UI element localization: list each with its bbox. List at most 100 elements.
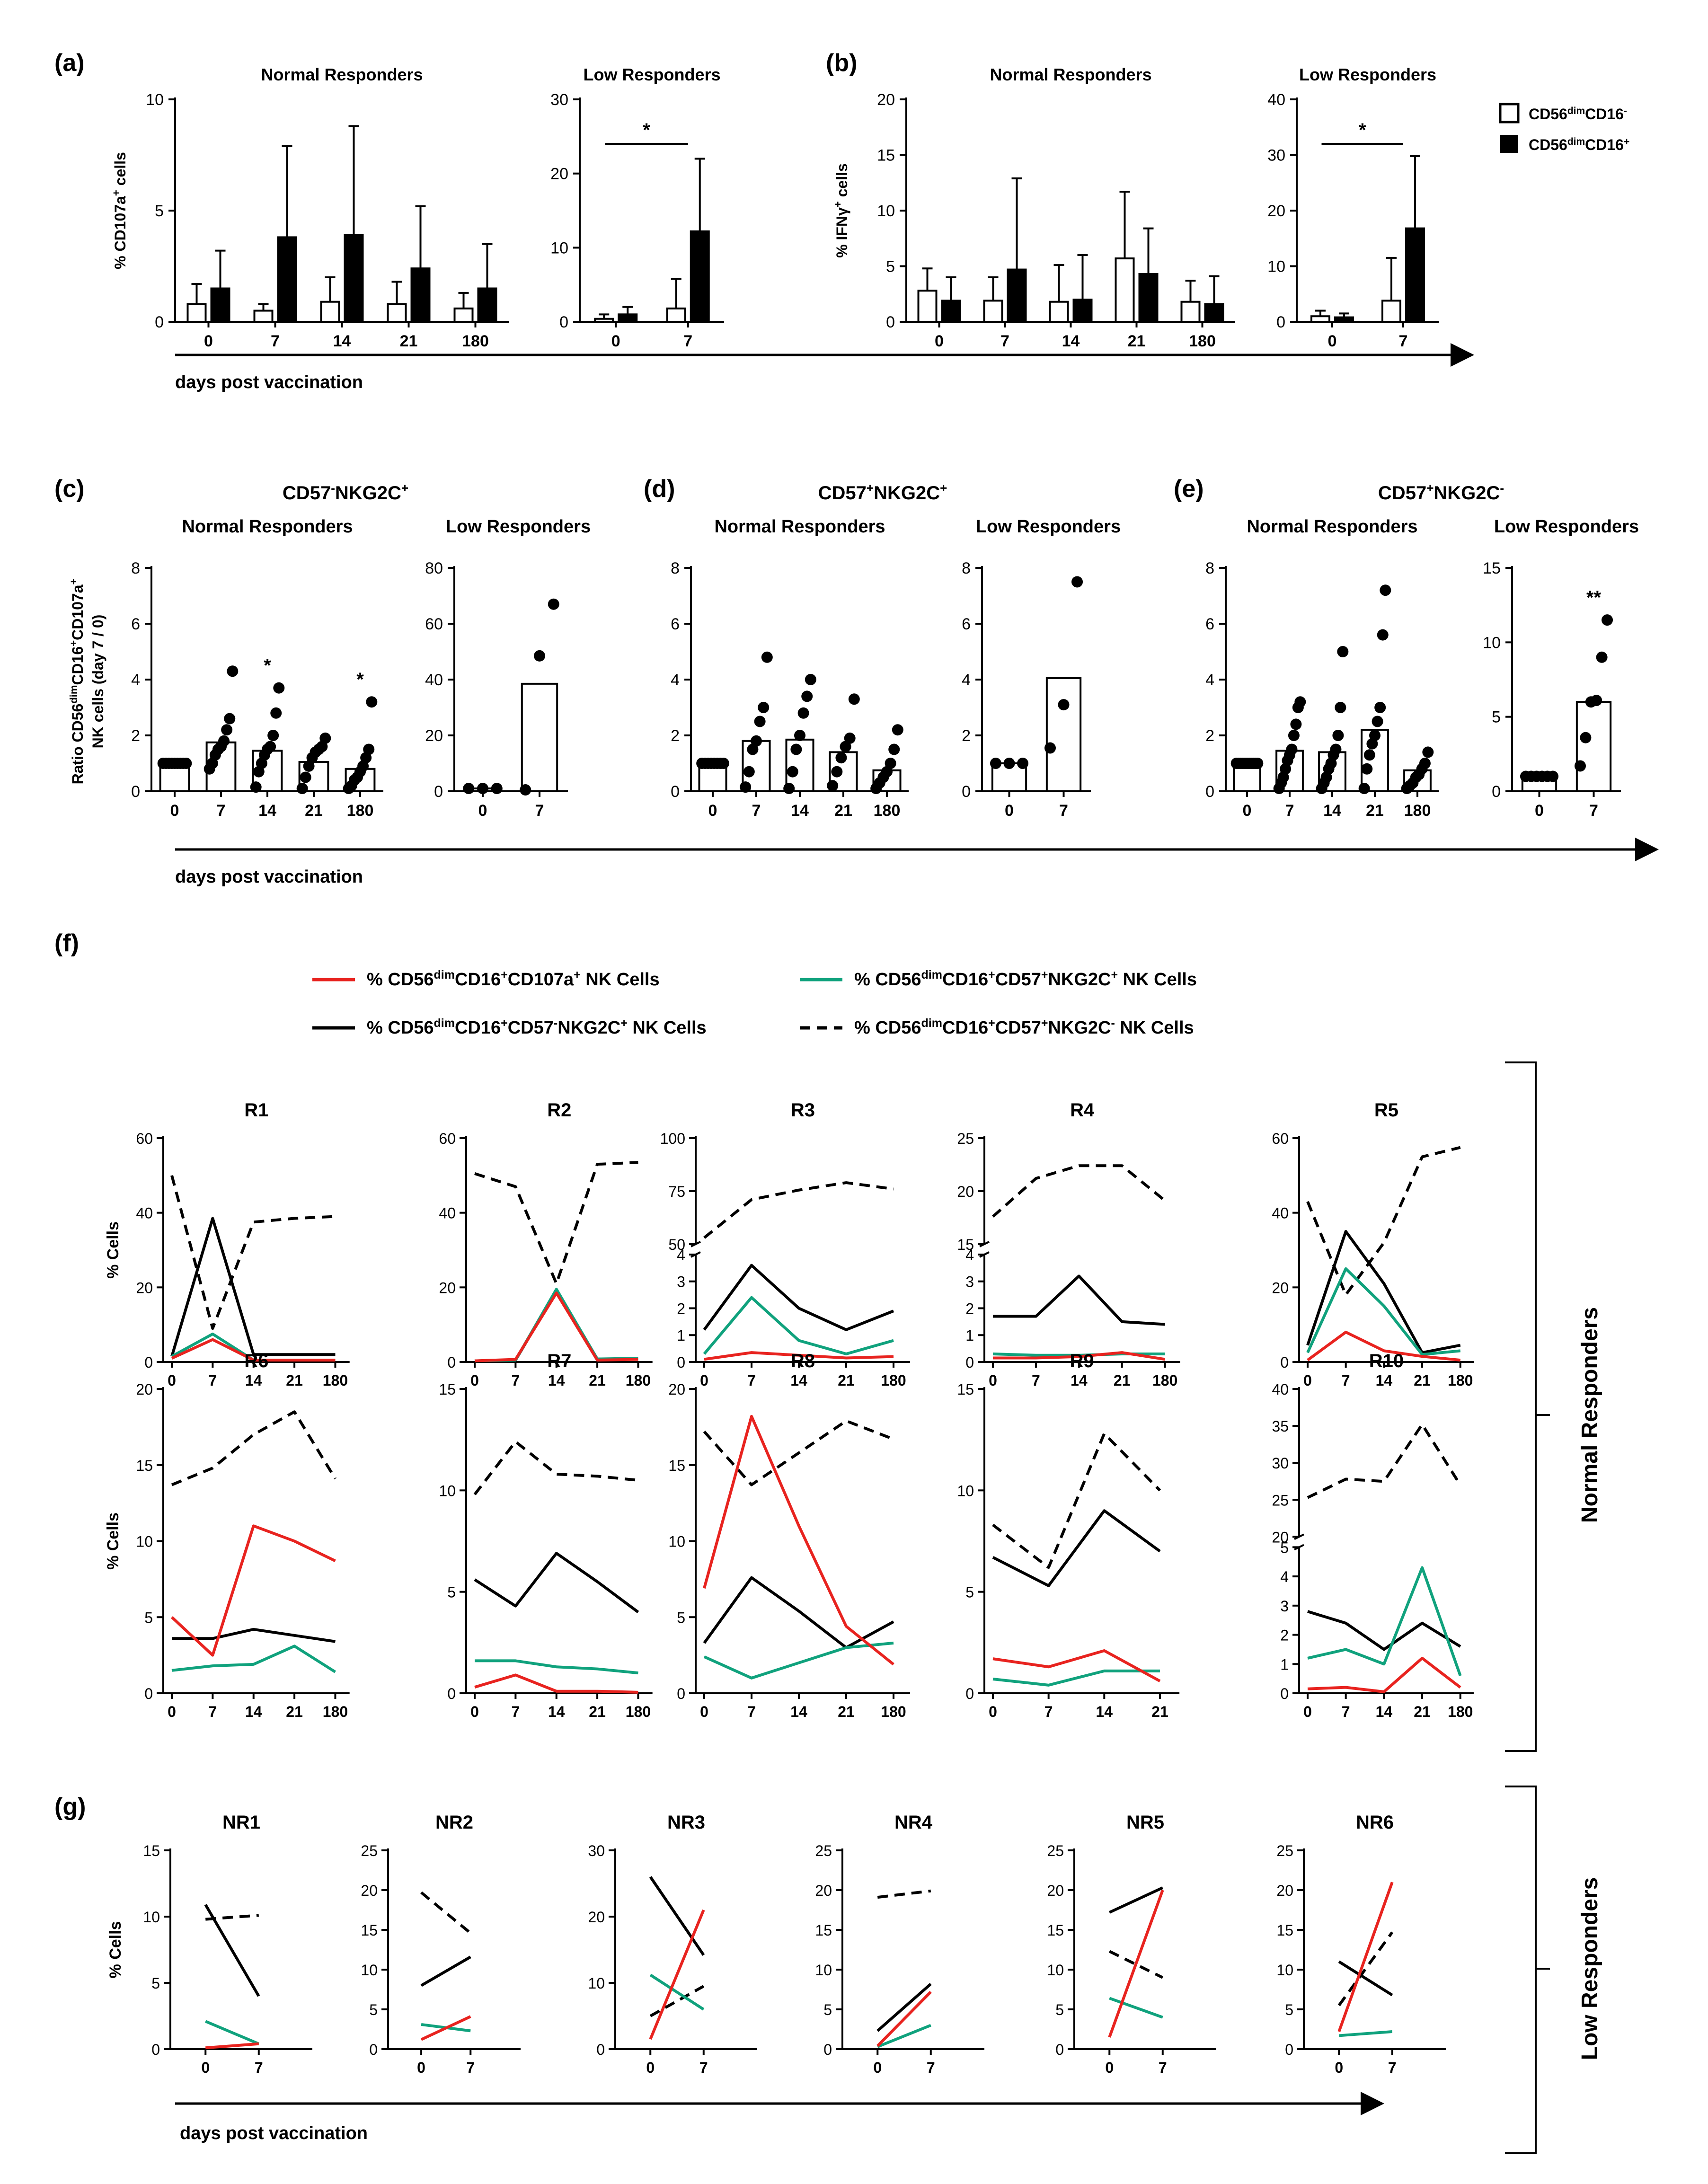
y-tick-label: 10 xyxy=(439,1482,456,1499)
y-tick-label: 20 xyxy=(1272,1279,1289,1296)
y-tick-label: 10 xyxy=(1483,634,1501,652)
x-tick-label: 0 xyxy=(1535,802,1544,820)
x-tick-label: 7 xyxy=(271,332,280,350)
series-line-dashed xyxy=(877,1889,931,1899)
x-tick-label: 21 xyxy=(1151,1703,1168,1720)
x-tick-label: 0 xyxy=(470,1372,479,1389)
data-point xyxy=(1017,758,1029,769)
legend-label-cd57pos-nkg2cneg: % CD56dimCD16+CD57+NKG2C- NK Cells xyxy=(854,1017,1194,1038)
data-point xyxy=(827,780,839,792)
x-tick-label: 14 xyxy=(333,332,351,350)
chart-R9: 0 5 10 15 0 7 14 21 R9 xyxy=(957,1351,1180,1720)
y-tick-label: 5 xyxy=(151,1975,160,1992)
series-line-red xyxy=(170,1524,336,1657)
data-point xyxy=(273,682,285,694)
significance-star: ** xyxy=(1586,587,1602,608)
chart-d-normal: 0 2 4 6 8 0 7 14 21 180 xyxy=(671,559,909,820)
y-tick-label: 6 xyxy=(671,615,680,633)
series-line-dashed xyxy=(1307,1423,1462,1499)
legend-label-cd16pos: CD56dimCD16+ xyxy=(1529,136,1629,154)
y-tick-label: 10 xyxy=(1047,1962,1064,1979)
y-tick-label: 0 xyxy=(962,783,971,801)
legend-f: % CD56dimCD16+CD107a+ NK Cells % CD56dim… xyxy=(312,968,1197,1038)
data-point xyxy=(1602,614,1613,626)
x-tick-label: 7 xyxy=(683,332,692,350)
data-point xyxy=(1372,716,1383,727)
series-line-black xyxy=(993,1274,1165,1326)
y-tick-label: 40 xyxy=(1267,91,1285,109)
chart-title: NR6 xyxy=(1356,1812,1394,1833)
y-tick-label: 8 xyxy=(671,559,680,577)
y-tick-label: 0 xyxy=(155,313,164,331)
label-low-responders-side: Low Responders xyxy=(1577,1877,1602,2060)
subtitle-e-normal: Normal Responders xyxy=(1247,517,1417,537)
panel-label-a: (a) xyxy=(54,49,85,77)
x-tick-label: 180 xyxy=(323,1372,348,1389)
data-point xyxy=(520,784,531,796)
data-point xyxy=(1596,651,1608,663)
y-tick-label: 100 xyxy=(660,1130,685,1147)
y-tick-label: 0 xyxy=(1280,1354,1289,1371)
data-point xyxy=(1286,743,1298,755)
xlabel-cde: days post vaccination xyxy=(175,867,363,887)
x-tick-label: 180 xyxy=(323,1703,348,1720)
y-tick-label: 25 xyxy=(1276,1842,1293,1859)
significance-star: * xyxy=(356,669,364,690)
y-tick-label: 15 xyxy=(1276,1922,1293,1939)
chart-R8: 0 5 10 15 20 0 7 14 21 180 R8 xyxy=(668,1351,910,1720)
subtitle-c-low: Low Responders xyxy=(446,517,591,537)
x-tick-label: 21 xyxy=(1366,802,1384,820)
y-tick-label: 25 xyxy=(815,1842,832,1859)
chart-R5: 0 20 40 60 0 7 14 21 180 R5 xyxy=(1272,1100,1474,1389)
x-tick-label: 0 xyxy=(1335,2059,1343,2076)
x-tick-label: 0 xyxy=(1005,802,1014,820)
y-tick-label: 1 xyxy=(1280,1656,1289,1673)
y-tick-label: 6 xyxy=(962,615,971,633)
x-tick-label: 21 xyxy=(1414,1703,1431,1720)
chart-title: R5 xyxy=(1374,1100,1398,1121)
panel-label-d: (d) xyxy=(644,475,675,503)
y-tick-label: 5 xyxy=(369,2001,378,2018)
series-line-red xyxy=(474,1291,638,1362)
x-tick-label: 14 xyxy=(245,1372,262,1389)
data-point xyxy=(787,766,798,778)
series-line-green xyxy=(475,1659,638,1675)
bar-cd16neg xyxy=(1049,301,1069,323)
data-point xyxy=(224,713,236,725)
x-tick-label: 0 xyxy=(646,2059,655,2076)
x-tick-label: 14 xyxy=(1376,1703,1393,1720)
y-tick-label: 0 xyxy=(131,783,140,801)
x-tick-label: 0 xyxy=(478,802,487,820)
y-tick-label: 40 xyxy=(1272,1205,1289,1222)
y-tick-label: 15 xyxy=(668,1457,685,1474)
x-tick-label: 0 xyxy=(168,1703,176,1720)
data-point xyxy=(1288,730,1300,741)
y-tick-label: 75 xyxy=(668,1183,685,1200)
series-line-dashed xyxy=(703,1419,894,1486)
y-tick-label: 2 xyxy=(131,727,140,745)
data-point xyxy=(751,735,762,747)
chart-title: NR5 xyxy=(1126,1812,1164,1833)
x-tick-label: 7 xyxy=(1388,2059,1397,2076)
data-point xyxy=(1294,696,1306,708)
data-point xyxy=(218,735,230,747)
x-tick-label: 7 xyxy=(1342,1372,1350,1389)
bar xyxy=(1045,677,1082,793)
title-c: CD57-NKG2C+ xyxy=(283,481,408,504)
panel-label-f: (f) xyxy=(54,929,79,957)
y-tick-label: 10 xyxy=(957,1482,974,1499)
bar-cd16neg xyxy=(253,309,274,323)
y-tick-label: 10 xyxy=(877,202,895,220)
x-tick-label: 180 xyxy=(626,1703,651,1720)
y-tick-label: 5 xyxy=(155,202,164,220)
chart-title: Low Responders xyxy=(583,65,720,84)
x-tick-label: 7 xyxy=(752,802,761,820)
chart-c-normal: 0 2 4 6 8 0 7 14 * 21 180 * Ratio CD56dimCD16+CD107a… xyxy=(68,559,383,820)
data-point xyxy=(250,781,262,793)
bar-cd16neg xyxy=(983,300,1003,323)
y-tick-label: 30 xyxy=(550,91,568,109)
y-tick-label: 10 xyxy=(146,91,164,109)
x-tick-label: 14 xyxy=(1323,802,1341,820)
data-point xyxy=(831,766,843,778)
